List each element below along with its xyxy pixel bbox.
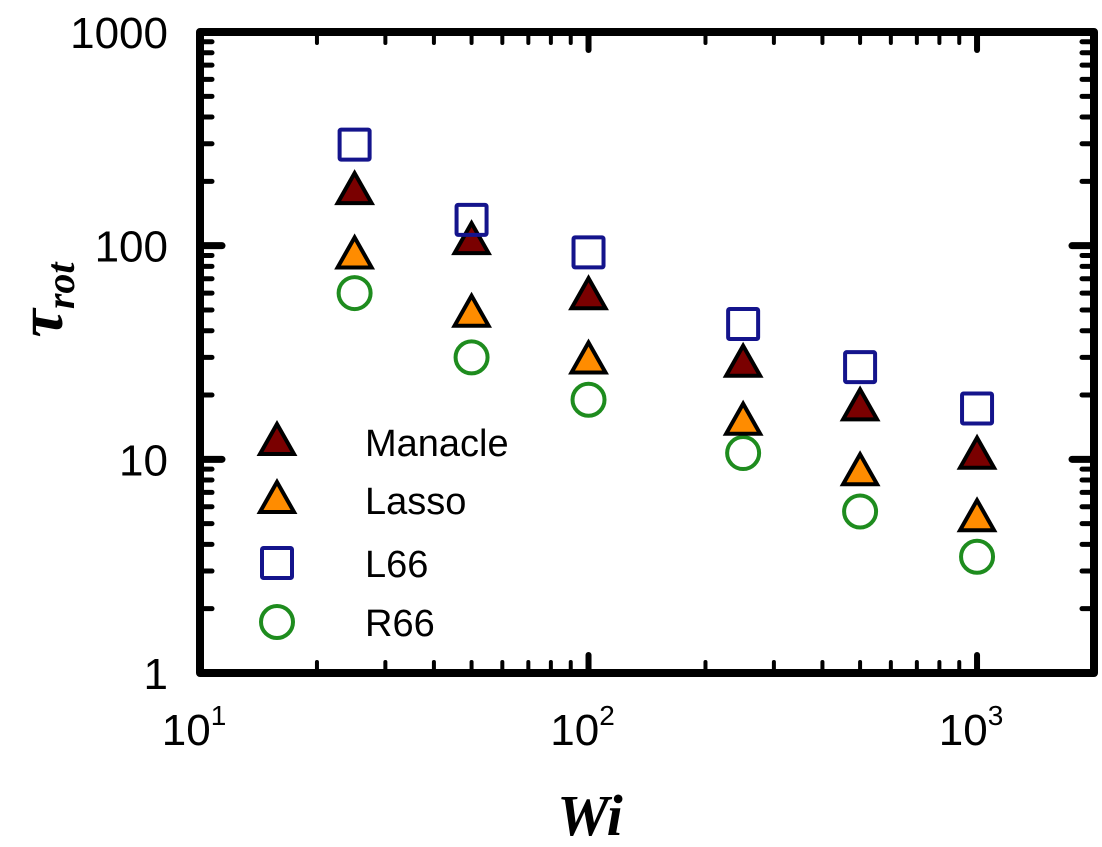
data-point-r66 xyxy=(453,339,490,376)
legend-marker-lasso xyxy=(256,477,298,514)
legend-marker-l66 xyxy=(260,546,294,580)
series-lasso xyxy=(334,233,998,533)
data-point-manacle xyxy=(956,433,998,470)
series-r66 xyxy=(336,275,996,575)
y-tick-label: 10 xyxy=(119,436,168,485)
legend: Manacle Lasso L66 R66 xyxy=(256,419,509,645)
y-tick-label: 1 xyxy=(144,650,168,699)
legend-marker-manacle xyxy=(256,419,298,456)
y-tick-label: 100 xyxy=(95,223,168,272)
legend-label: R66 xyxy=(365,603,435,645)
data-markers xyxy=(334,127,998,575)
data-point-lasso xyxy=(451,291,492,328)
data-point-r66 xyxy=(725,435,762,472)
data-point-r66 xyxy=(959,538,996,575)
legend-item-manacle: Manacle xyxy=(256,419,509,465)
data-point-manacle xyxy=(839,385,881,422)
legend-label: Lasso xyxy=(365,481,466,523)
legend-label: Manacle xyxy=(365,423,509,465)
legend-item-lasso: Lasso xyxy=(256,477,466,523)
x-tick-label-base: 10 xyxy=(162,706,211,755)
series-l66 xyxy=(337,127,995,426)
data-point-l66 xyxy=(843,350,878,385)
data-point-manacle xyxy=(334,169,376,206)
data-point-lasso xyxy=(956,496,998,533)
legend-marker-r66 xyxy=(259,604,295,640)
data-point-lasso xyxy=(722,399,764,436)
y-axis-label-sub: rot xyxy=(38,261,83,310)
legend-item-l66: L66 xyxy=(260,544,428,586)
legend-label: L66 xyxy=(365,544,428,586)
y-tick-label: 1000 xyxy=(70,9,168,58)
svg-text:τrot: τrot xyxy=(5,261,83,338)
y-axis-label-main: τ xyxy=(5,307,76,338)
x-tick-label-exponent: 2 xyxy=(599,700,615,731)
x-tick-label-exponent: 3 xyxy=(988,700,1004,731)
data-point-r66 xyxy=(336,275,373,312)
data-point-l66 xyxy=(454,202,489,237)
x-tick-label: 101 xyxy=(162,700,227,755)
data-point-manacle xyxy=(451,219,492,256)
data-point-lasso xyxy=(568,338,609,375)
series-manacle xyxy=(334,169,998,470)
x-tick-label-base: 10 xyxy=(550,706,599,755)
plot-frame xyxy=(196,28,1098,677)
data-point-l66 xyxy=(726,306,761,341)
x-axis-label: Wi xyxy=(557,783,623,847)
data-point-manacle xyxy=(722,341,764,378)
ticks xyxy=(196,28,1098,677)
x-tick-label-base: 10 xyxy=(939,706,988,755)
data-point-l66 xyxy=(571,235,606,270)
x-tick-label: 103 xyxy=(939,700,1004,755)
data-point-l66 xyxy=(337,127,372,162)
data-point-r66 xyxy=(570,381,607,418)
x-tick-label-exponent: 1 xyxy=(211,700,227,731)
axes xyxy=(196,28,1098,677)
data-point-l66 xyxy=(960,391,995,426)
data-point-lasso xyxy=(839,450,881,487)
x-tick-label: 102 xyxy=(550,700,615,755)
y-axis-label: τrot xyxy=(5,261,83,338)
data-point-manacle xyxy=(568,274,609,311)
data-point-lasso xyxy=(334,233,376,270)
data-point-r66 xyxy=(842,493,879,530)
legend-item-r66: R66 xyxy=(259,603,435,645)
